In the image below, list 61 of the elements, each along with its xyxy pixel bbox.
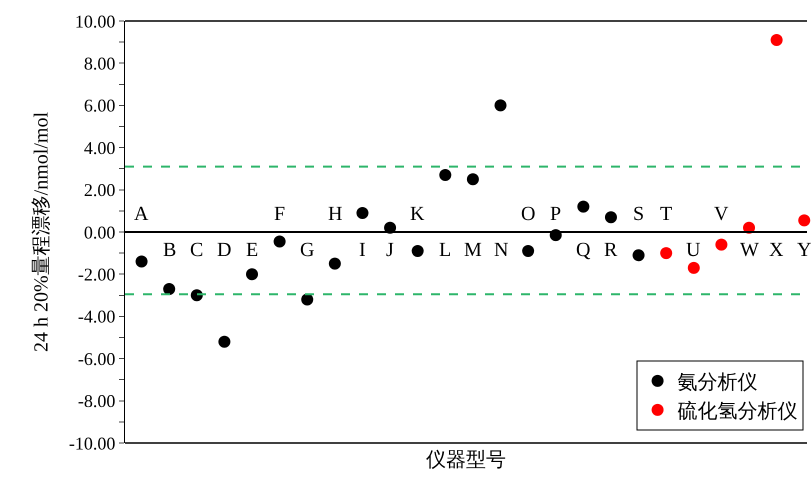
x-tick-label: S — [633, 203, 644, 225]
y-tick-label: 6.00 — [84, 96, 116, 116]
x-tick-label: V — [714, 203, 729, 225]
point — [163, 282, 176, 295]
y-tick-label: 8.00 — [84, 54, 116, 74]
point — [439, 169, 452, 182]
x-tick-label: P — [550, 203, 562, 225]
point — [356, 207, 368, 220]
point — [412, 244, 424, 257]
x-tick-label: D — [217, 239, 232, 261]
x-tick-label: L — [439, 239, 452, 261]
x-tick-label: F — [274, 203, 286, 225]
point — [632, 249, 645, 262]
point — [136, 256, 148, 268]
point — [494, 99, 507, 112]
y-tick-label: -10.00 — [68, 433, 116, 454]
point — [577, 200, 590, 213]
legend-label: 硫化氢分析仪 — [678, 400, 798, 423]
point — [604, 211, 617, 224]
y-tick-label: 2.00 — [84, 180, 116, 200]
x-tick-label: J — [386, 239, 394, 261]
point — [328, 258, 341, 270]
x-tick-label: E — [246, 239, 258, 261]
x-tick-label: B — [163, 239, 176, 261]
x-tick-label: Y — [797, 239, 812, 261]
x-tick-label: C — [190, 239, 204, 261]
y-tick-label: -6.00 — [78, 348, 116, 369]
point — [301, 294, 314, 306]
x-tick-label: Q — [576, 239, 591, 261]
y-tick-label: 4.00 — [84, 138, 116, 158]
point — [218, 336, 230, 348]
x-tick-label: X — [769, 239, 784, 261]
point — [274, 236, 286, 248]
point — [798, 214, 810, 226]
y-tick-label: 0.00 — [84, 222, 116, 242]
point — [246, 268, 258, 280]
y-tick-label: -2.00 — [78, 264, 116, 284]
point — [522, 244, 534, 257]
x-tick-label: U — [686, 239, 701, 261]
x-tick-label: T — [660, 203, 672, 225]
x-tick-label: G — [300, 239, 314, 261]
x-tick-label: M — [464, 239, 482, 261]
x-axis-title: 仪器型号 — [426, 449, 506, 471]
x-tick-label: H — [328, 203, 342, 225]
x-tick-label: I — [359, 239, 366, 261]
x-tick-label: A — [134, 203, 149, 225]
point — [715, 238, 728, 251]
point — [466, 173, 479, 186]
y-axis-title: 24 h 20%量程漂移/nmol/mol — [30, 112, 52, 352]
point — [688, 262, 700, 274]
point — [770, 34, 783, 46]
y-tick-label: 10.00 — [74, 11, 116, 32]
x-tick-label: N — [494, 239, 508, 261]
y-tick-label: -8.00 — [78, 391, 116, 412]
x-tick-label: W — [740, 239, 759, 261]
y-tick-label: -4.00 — [78, 306, 116, 327]
x-tick-label: O — [521, 203, 536, 225]
x-tick-label: R — [604, 239, 618, 261]
point — [660, 247, 672, 260]
x-tick-label: K — [410, 203, 425, 225]
legend-label: 氨分析仪 — [678, 372, 758, 394]
